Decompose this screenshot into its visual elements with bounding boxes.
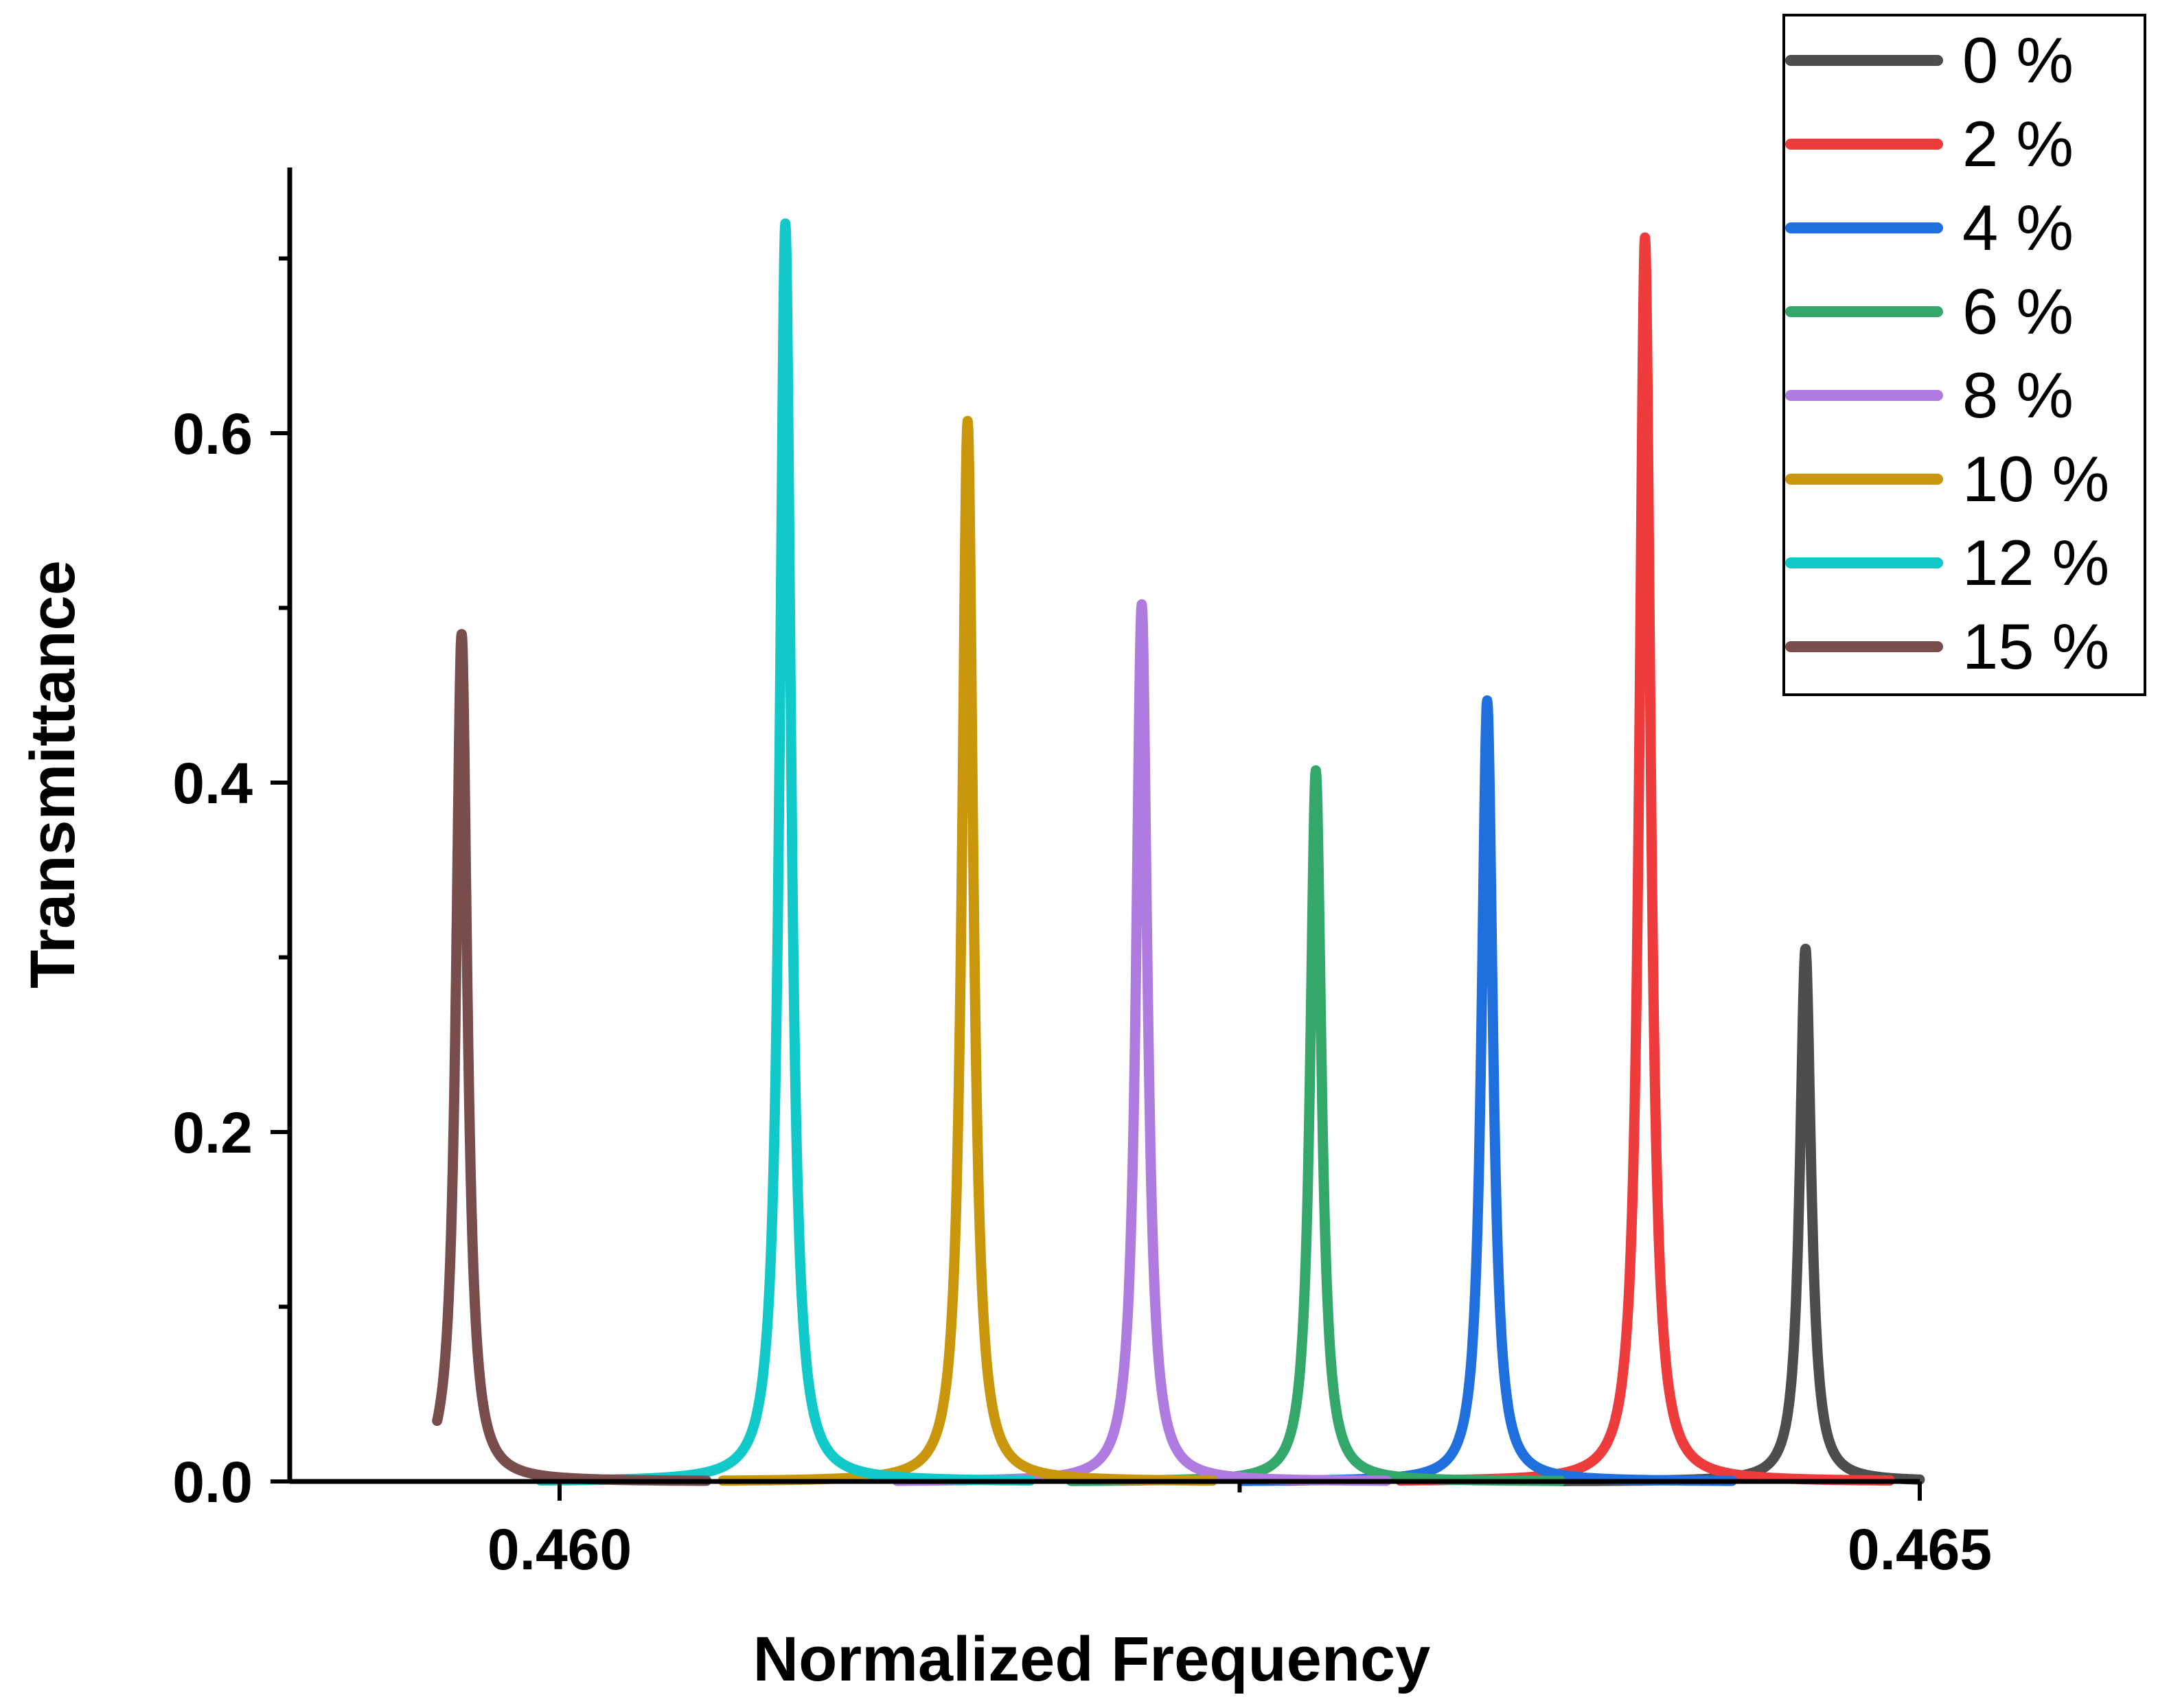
x-tick-label: 0.465 bbox=[1848, 1517, 1992, 1582]
legend-label: 0 % bbox=[1962, 24, 2074, 96]
legend-label: 15 % bbox=[1962, 610, 2109, 682]
legend-label: 6 % bbox=[1962, 275, 2074, 347]
legend-label: 4 % bbox=[1962, 192, 2074, 264]
legend-label: 10 % bbox=[1962, 443, 2109, 515]
x-tick-label: 0.460 bbox=[487, 1517, 632, 1582]
y-tick-label: 0.4 bbox=[172, 751, 253, 816]
y-tick-label: 0.6 bbox=[172, 402, 253, 466]
series-line-15pct bbox=[432, 629, 712, 1486]
legend-label: 12 % bbox=[1962, 527, 2109, 599]
y-axis-title: Transmittance bbox=[18, 560, 88, 989]
legend-box bbox=[1782, 14, 2146, 696]
axes: 0.0 0.2 0.4 0.6 0.460 0.465 bbox=[172, 168, 1992, 1582]
legend-label: 8 % bbox=[1962, 359, 2074, 431]
legend[interactable]: 0 % 2 % 4 % 6 % 8 % 10 % 12 % 15 % bbox=[1782, 14, 2146, 696]
legend-label: 2 % bbox=[1962, 108, 2074, 180]
x-axis-title: Normalized Frequency bbox=[753, 1624, 1431, 1694]
y-tick-label: 0.0 bbox=[172, 1450, 253, 1514]
y-tick-label: 0.2 bbox=[172, 1100, 253, 1165]
plot-series bbox=[432, 218, 1925, 1486]
